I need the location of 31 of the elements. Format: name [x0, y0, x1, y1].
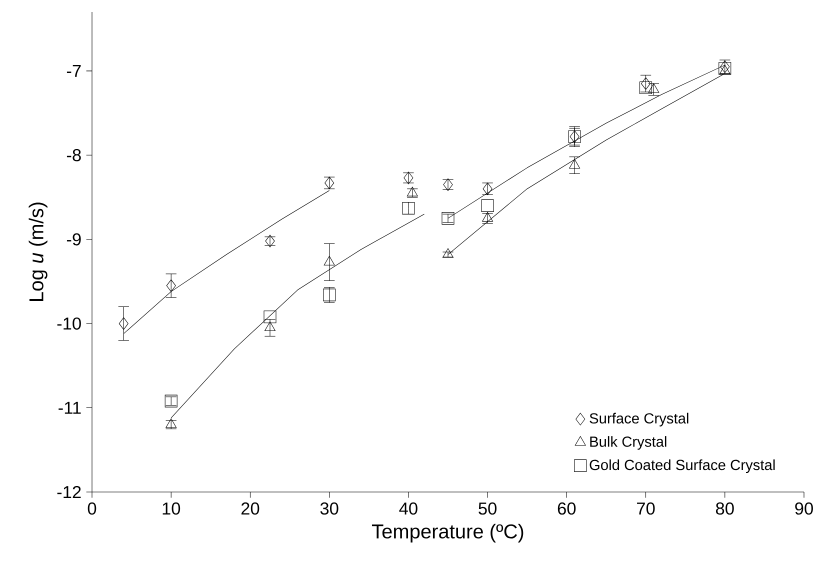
x-tick-label: 60 [558, 502, 576, 515]
x-tick-label: 90 [795, 502, 813, 515]
point [166, 279, 176, 292]
point [265, 234, 275, 248]
point [324, 256, 335, 266]
y-tick-label: -11 [58, 402, 81, 414]
y-tick-label: -9 [66, 233, 81, 246]
point [442, 248, 454, 258]
point [481, 199, 494, 212]
point [648, 83, 660, 93]
point [264, 310, 276, 324]
x-tick-label: 0 [88, 502, 96, 515]
y-tick-label: -7 [66, 64, 81, 77]
legend-label: Gold Coated Surface Crystal [590, 459, 775, 474]
x-tick-label: 70 [637, 502, 655, 515]
y-axis-title: Log u (m/s) [28, 202, 48, 301]
legend-label: Surface Crystal [590, 412, 688, 426]
point [264, 322, 276, 332]
y-tick-label: -10 [57, 317, 81, 330]
x-tick-label: 20 [241, 502, 260, 515]
x-tick-label: 30 [320, 502, 338, 515]
y-tick-label: -8 [66, 149, 81, 162]
x-tick-label: 40 [399, 502, 418, 515]
point [118, 317, 128, 330]
legend-label: Bulk Crystal [590, 436, 666, 450]
x-tick-label: 80 [716, 502, 734, 515]
y-tick-label: -12 [57, 486, 81, 498]
x-tick-label: 50 [478, 502, 497, 515]
x-tick-label: 10 [162, 502, 180, 515]
point [641, 77, 651, 90]
x-axis-title: Temperature (ºC) [372, 524, 524, 542]
